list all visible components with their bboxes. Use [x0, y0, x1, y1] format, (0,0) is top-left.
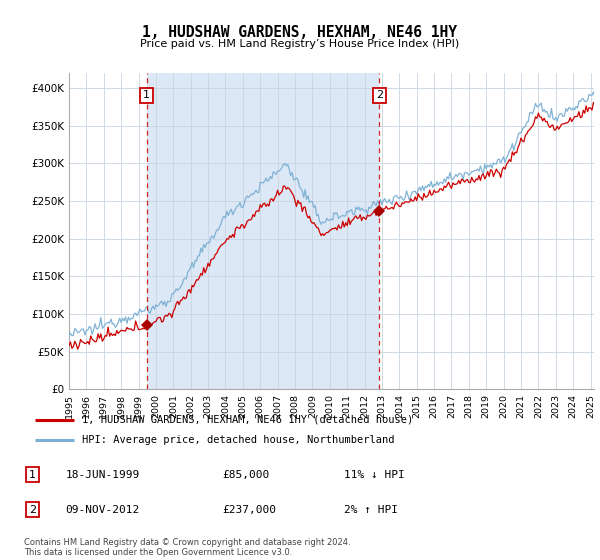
Text: 11% ↓ HPI: 11% ↓ HPI [344, 470, 405, 479]
Text: 09-NOV-2012: 09-NOV-2012 [65, 505, 140, 515]
Text: Price paid vs. HM Land Registry’s House Price Index (HPI): Price paid vs. HM Land Registry’s House … [140, 39, 460, 49]
Text: Contains HM Land Registry data © Crown copyright and database right 2024.
This d: Contains HM Land Registry data © Crown c… [24, 538, 350, 557]
Text: 1: 1 [29, 470, 36, 479]
Text: HPI: Average price, detached house, Northumberland: HPI: Average price, detached house, Nort… [82, 435, 394, 445]
Bar [146, 73, 379, 389]
Text: 2: 2 [376, 90, 383, 100]
Text: 1, HUDSHAW GARDENS, HEXHAM, NE46 1HY: 1, HUDSHAW GARDENS, HEXHAM, NE46 1HY [143, 25, 458, 40]
Text: 18-JUN-1999: 18-JUN-1999 [65, 470, 140, 479]
Text: 1: 1 [143, 90, 150, 100]
Text: 2% ↑ HPI: 2% ↑ HPI [344, 505, 398, 515]
Text: 2: 2 [29, 505, 36, 515]
Text: £85,000: £85,000 [223, 470, 270, 479]
Text: £237,000: £237,000 [223, 505, 277, 515]
Text: 1, HUDSHAW GARDENS, HEXHAM, NE46 1HY (detached house): 1, HUDSHAW GARDENS, HEXHAM, NE46 1HY (de… [82, 415, 413, 424]
